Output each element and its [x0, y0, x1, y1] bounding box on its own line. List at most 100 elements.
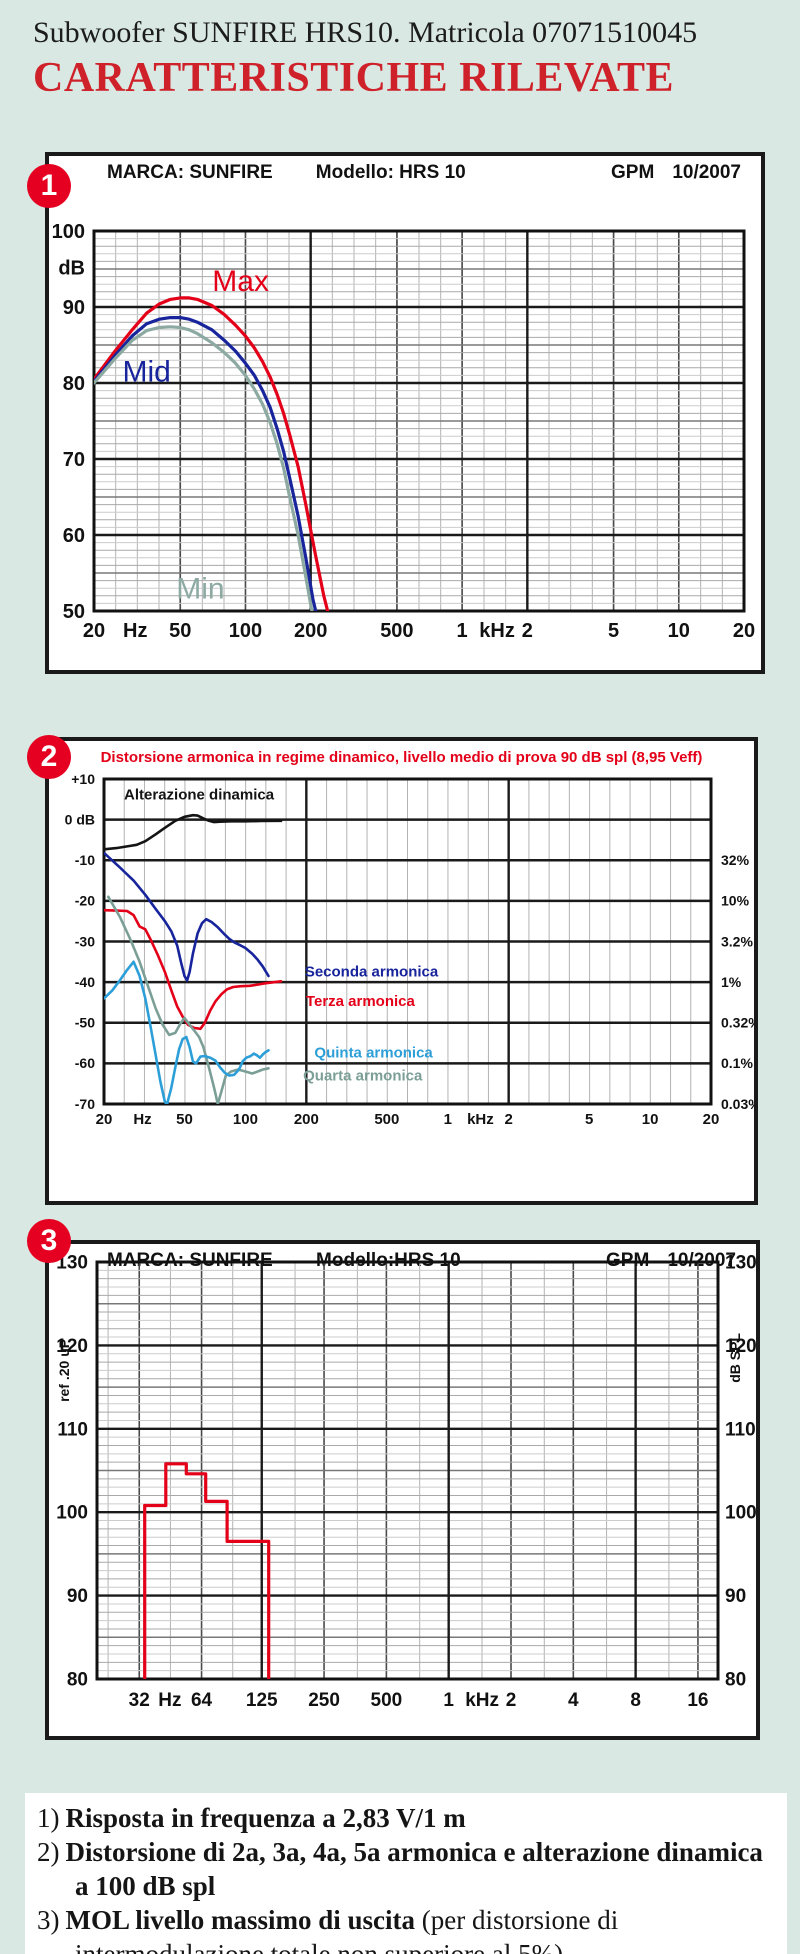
x-tick-label: 2 — [522, 620, 533, 642]
y-tick-label-right: 80 — [725, 1669, 746, 1690]
y-tick-label-right: 0.32% — [721, 1015, 754, 1031]
y-tick-label-right: 0.03% — [721, 1096, 754, 1112]
x-tick-label: 200 — [294, 1111, 319, 1128]
x-tick-label: 10 — [642, 1111, 659, 1128]
x-tick-label: 20 — [733, 620, 755, 642]
note-number: 1) — [37, 1803, 60, 1833]
y-tick-label: 120 — [56, 1336, 88, 1357]
mol-panel: 3 MARCA: SUNFIRE Modello:HRS 10 GPM 10/20… — [27, 1219, 760, 1740]
mol-chart: 130 120 110 100 90 80 130 120 110 100 90 80 ref .20 … — [56, 1252, 756, 1711]
note-bold-text: Distorsione di 2a, 3a, 4a, 5a armonica e… — [65, 1837, 763, 1901]
plot-frame — [92, 229, 746, 613]
plot-frame — [95, 1260, 720, 1681]
x-tick-label: 1 — [443, 1690, 454, 1711]
y-tick-label-right: 3.2% — [721, 933, 753, 949]
x-tick-label: 250 — [308, 1690, 340, 1711]
y-tick-label: 60 — [63, 525, 85, 547]
x-tick-label: Hz — [158, 1690, 181, 1711]
y-tick-label: 130 — [56, 1252, 88, 1273]
y-tick-label: 50 — [63, 601, 85, 623]
note-bold-text: Risposta in frequenza a 2,83 V/1 m — [65, 1803, 466, 1833]
x-tick-label: 5 — [585, 1111, 593, 1128]
x-tick-label: 50 — [169, 620, 191, 642]
x-tick-label: 10 — [668, 620, 690, 642]
y-tick-label: -60 — [75, 1055, 95, 1071]
x-tick-label: 4 — [568, 1690, 579, 1711]
x-tick-label: Hz — [123, 620, 147, 642]
curve-label: Quinta armonica — [314, 1045, 433, 1062]
y-tick-label: -70 — [75, 1096, 95, 1112]
x-tick-label: 64 — [191, 1690, 213, 1711]
y-tick-label-right: 110 — [725, 1419, 756, 1440]
note-number: 2) — [37, 1837, 60, 1867]
x-tick-label: 5 — [608, 620, 619, 642]
x-tick-label: 20 — [83, 620, 105, 642]
y-tick-label: 110 — [57, 1419, 88, 1440]
series-group — [94, 296, 330, 611]
note-bold-text: MOL livello massimo di uscita — [65, 1905, 416, 1935]
lab-date-label: GPM 10/2007 — [611, 162, 741, 184]
x-tick-label: 500 — [380, 620, 413, 642]
x-tick-label: 50 — [176, 1111, 193, 1128]
curve-label: Terza armonica — [306, 993, 416, 1010]
y-tick-label-right: 130 — [725, 1252, 756, 1273]
curve-label: Max — [212, 265, 269, 298]
series-min — [94, 325, 314, 611]
y-tick-label: 70 — [63, 449, 85, 471]
note-1: 1) Risposta in frequenza a 2,83 V/1 m — [37, 1801, 777, 1835]
plot-frame — [102, 777, 713, 1106]
y-tick-label-right: 32% — [721, 852, 750, 868]
series-group — [104, 813, 283, 1104]
y-tick-label: -10 — [75, 852, 95, 868]
y-tick-label: +10 — [71, 771, 95, 787]
y-tick-label: -50 — [75, 1015, 95, 1031]
y-tick-label: -40 — [75, 974, 95, 990]
curve-label: Quarta armonica — [303, 1067, 423, 1084]
y-axis-title-left: ref .20 uP — [56, 1339, 72, 1402]
y-tick-label: 100 — [52, 221, 85, 243]
x-tick-label: 125 — [246, 1690, 278, 1711]
y-tick-label-right: 90 — [725, 1586, 746, 1607]
panel-number-badge: 1 — [27, 164, 71, 208]
x-tick-label: 2 — [504, 1111, 512, 1128]
panel-number-badge: 2 — [27, 735, 71, 779]
y-tick-label-right: 100 — [725, 1503, 756, 1524]
x-tick-label: 20 — [703, 1111, 720, 1128]
y-tick-label: -20 — [75, 893, 95, 909]
y-tick-label-right: 0.1% — [721, 1055, 753, 1071]
series-alterazione-dinamica — [104, 813, 283, 851]
y-tick-label: 0 dB — [65, 811, 95, 827]
x-tick-label: 500 — [374, 1111, 399, 1128]
y-tick-label: 80 — [67, 1669, 88, 1690]
note-3: 3) MOL livello massimo di uscita (per dis… — [37, 1903, 777, 1954]
x-tick-label: 2 — [506, 1690, 517, 1711]
x-tick-label: 20 — [96, 1111, 113, 1128]
x-tick-label: 100 — [233, 1111, 258, 1128]
curve-label: Mid — [122, 355, 170, 388]
panel-number-badge: 3 — [27, 1219, 71, 1263]
series-quarta-armonica — [106, 895, 270, 1104]
distortion-panel: 2 Distorsione armonica in regime dinamic… — [27, 735, 758, 1205]
y-tick-label-right: 120 — [725, 1336, 756, 1357]
series-terza-armonica — [104, 908, 283, 1031]
series-seconda-armonica — [104, 851, 270, 982]
x-tick-label: 500 — [371, 1690, 403, 1711]
lab-label: GPM — [611, 162, 655, 183]
distortion-chart-title: Distorsione armonica in regime dinamico,… — [100, 749, 703, 766]
brand-label: MARCA: SUNFIRE — [107, 162, 273, 183]
document-heading: CARATTERISTICHE RILEVATE — [33, 55, 675, 101]
y-tick-label: dB — [58, 257, 85, 279]
series-group — [143, 1462, 271, 1679]
y-tick-label: 90 — [67, 1586, 88, 1607]
y-tick-label: 80 — [63, 373, 85, 395]
grid — [102, 777, 713, 1106]
note-rest-text: (per distorsione di intermodulazione tot… — [75, 1905, 619, 1954]
model-label: Modello: HRS 10 — [315, 162, 466, 183]
curve-label: Min — [176, 573, 224, 606]
grid — [92, 229, 746, 613]
x-tick-label: kHz — [465, 1690, 499, 1711]
x-tick-label: kHz — [467, 1111, 494, 1128]
y-tick-label-right: 1% — [721, 974, 742, 990]
